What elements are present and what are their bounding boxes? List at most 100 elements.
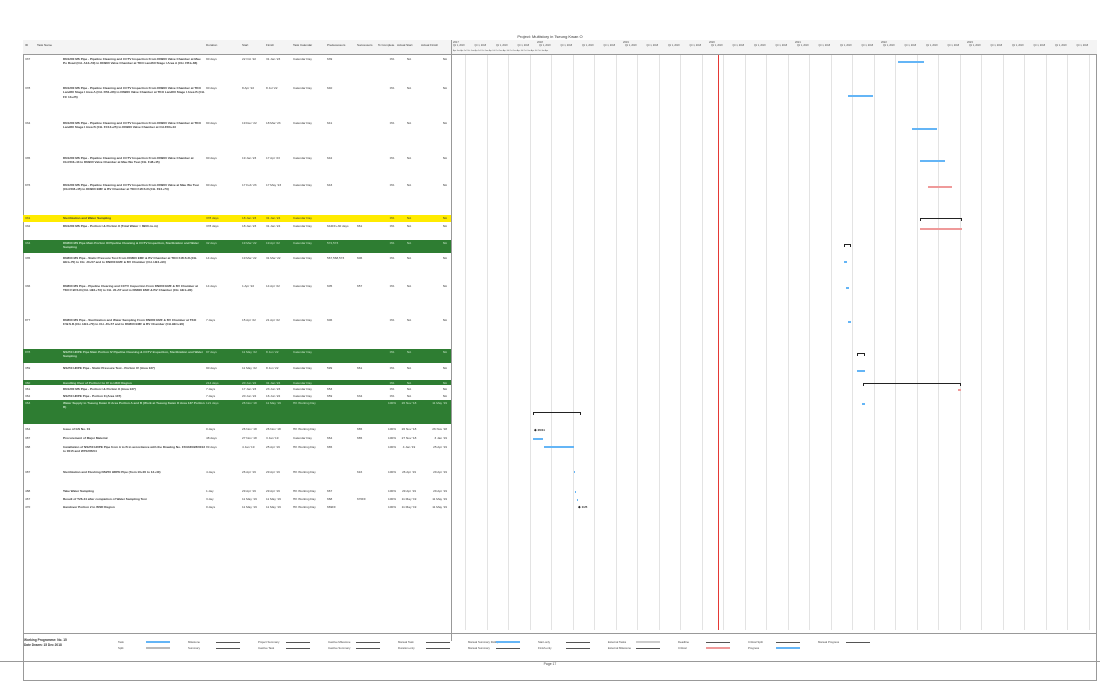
task-cal: Calendar Day (293, 366, 312, 370)
timeline-quarter: Qtr 1, 2018 (496, 45, 508, 47)
task-row[interactable]: 378 DN1200 MS Pipe - Pipeline Cleaning an… (23, 85, 451, 118)
task-pred: 664 (327, 436, 333, 440)
task-row[interactable]: 878 NS250 HDPE Pipe Main Portion IV Pipel… (23, 349, 451, 363)
legend-item: Manual Progress (818, 640, 840, 644)
legend-item: Project Summary (258, 640, 280, 644)
task-dur: 90 days (206, 57, 217, 61)
task-bar[interactable] (575, 491, 576, 494)
task-row[interactable]: 361 DN1200 MS Pipe - Portion I & Portion … (23, 386, 451, 392)
summary-bar[interactable] (863, 383, 961, 386)
task-bar[interactable] (898, 61, 924, 64)
task-bar[interactable] (920, 160, 945, 163)
task-row[interactable]: 332 DN1200 MS Pipe - Portion I & Portion … (23, 223, 451, 238)
task-as: 26 Nov '18 (401, 401, 417, 405)
task-row[interactable]: 387 Procurement of Major Material 48 days 2… (23, 435, 451, 443)
task-row[interactable]: 335 DN1200 MS Pipe - Pipeline Cleaning an… (23, 155, 451, 180)
milestone-marker[interactable]: ◆ 26/11 (534, 428, 545, 432)
task-succ: 670FF (357, 497, 366, 501)
task-bar[interactable] (920, 228, 962, 231)
task-dur: 7 days (206, 387, 216, 391)
task-as: NA (406, 121, 412, 125)
legend-swatch (636, 640, 660, 643)
summary-bar[interactable] (920, 218, 962, 221)
summary-bar[interactable] (857, 353, 865, 356)
task-row[interactable]: 388 Installation of NS250 HDPE Pipe from … (23, 444, 451, 464)
task-bar[interactable] (862, 403, 865, 406)
timeline-quarter: Qtr 1, 2018 (969, 45, 981, 47)
task-pct: 100% (388, 401, 396, 405)
task-start: 11 May '19 (242, 497, 257, 501)
task-af: 11 May '19 (432, 497, 447, 501)
task-id: 878 (25, 350, 31, 354)
task-pct: 0% (389, 57, 395, 61)
task-row[interactable]: 976 DN1200 MS Pipe - Pipeline Cleaning an… (23, 182, 451, 212)
task-row[interactable]: 488 Take Water Sampling 1 day 29 Apr '19 29 … (23, 488, 451, 494)
summary-bar[interactable] (844, 244, 851, 247)
task-fin: 23 Jun '23 (266, 387, 281, 391)
task-cal: Calendar Day (293, 156, 312, 160)
timeline-quarter: Qtr 1, 2018 (947, 45, 960, 47)
task-bar[interactable] (844, 261, 847, 264)
task-row[interactable]: 362 NS250 HDPE Pipe - Portion II (Area 13… (23, 393, 451, 399)
task-as: NA (406, 241, 412, 245)
task-bar[interactable] (848, 321, 851, 324)
task-bar[interactable] (544, 446, 574, 449)
task-row[interactable]: 467 Result of T26-44 after completion of … (23, 496, 451, 502)
task-row[interactable]: 359 NS250 HDPE Pipe - Static Pressure Tes… (23, 365, 451, 378)
task-bar[interactable] (848, 95, 873, 98)
timeline-year: 2021 (795, 41, 801, 44)
task-cal: Calendar Day (293, 183, 312, 187)
page-footer: Page 17 (0, 661, 1100, 666)
task-fin: 11 May '19 (266, 505, 281, 509)
task-fin: 3 Jan '19 (266, 436, 279, 440)
task-row[interactable]: 337 DN1200 MS Pipe - Pipeline Cleaning an… (23, 56, 451, 82)
task-cal: Calendar Day (293, 256, 312, 260)
task-bar[interactable] (928, 186, 952, 189)
task-row[interactable]: 334 DN800 MS Pipe Main Portion III Pipeli… (23, 240, 451, 253)
task-pct: 0% (389, 241, 395, 245)
milestone-marker[interactable]: ◆ 11/5 (578, 505, 587, 509)
task-row[interactable]: 470 Handover Portion 2 to WSD Region 0 day… (23, 504, 451, 510)
task-start: 22 Oct '22 (242, 57, 257, 61)
task-bar[interactable] (857, 370, 865, 373)
task-row[interactable]: 363 Water Supply to Tseung Kwan O Area Po… (23, 400, 451, 424)
task-cal: Calendar Day (293, 224, 312, 228)
task-id: 363 (25, 401, 31, 405)
task-row[interactable]: 877 DN800 MS Pipe - Sterilization and Wat… (23, 317, 451, 346)
legend-date: Date Drawn: 15 Dec 2018 (24, 642, 62, 647)
summary-bar[interactable] (533, 412, 581, 415)
task-row[interactable]: 336 DN800 MS Pipe - Pipeline Clearing and… (23, 283, 451, 314)
task-pct: 0% (389, 256, 395, 260)
legend-swatch (636, 647, 660, 649)
task-cal: HK Working Day (293, 497, 316, 501)
task-pred: 606 (327, 318, 333, 322)
task-dur: 97 days (206, 350, 217, 354)
timeline-quarter: Qtr 1, 2018 (754, 45, 766, 47)
task-name: Take Water Sampling (63, 489, 94, 493)
task-cal: Calendar Day (293, 394, 312, 398)
task-dur: 90 days (206, 366, 217, 370)
task-as: NA (406, 183, 412, 187)
task-as: NA (406, 156, 412, 160)
task-start: 27 Nov '18 (242, 436, 257, 440)
task-cal: HK Working Day (293, 505, 316, 509)
task-row[interactable]: 334 DN1200 MS Pipe - Pipeline Cleaning an… (23, 120, 451, 153)
task-pct: 0% (389, 156, 395, 160)
task-af: NA (442, 183, 447, 187)
task-row[interactable]: 387 Sterilization and Flushing NS250 HDPE… (23, 469, 451, 484)
task-bar[interactable] (912, 128, 937, 131)
task-row[interactable]: 335 DN800 MS Pipe - Static Pressure Test … (23, 255, 451, 281)
task-af: NA (442, 366, 447, 370)
task-row[interactable]: 360 Handling Over of Portion I to IV to H… (23, 380, 451, 385)
task-bar[interactable] (574, 471, 575, 474)
task-bar[interactable] (577, 499, 578, 502)
task-row[interactable]: 364 Issue of GS No. 01 0 days 26 Nov '18 26 … (23, 426, 451, 434)
task-bar[interactable] (533, 438, 543, 441)
header-successors: Successors (357, 43, 373, 47)
task-row[interactable]: 331 Sterilization and Water Sampling 378 d… (23, 215, 451, 222)
task-pred: 668 (327, 497, 333, 501)
legend: Working Programme: No. 15 Date Drawn: 15… (23, 633, 1097, 663)
task-bar[interactable] (958, 389, 961, 392)
task-bar[interactable] (846, 287, 849, 290)
